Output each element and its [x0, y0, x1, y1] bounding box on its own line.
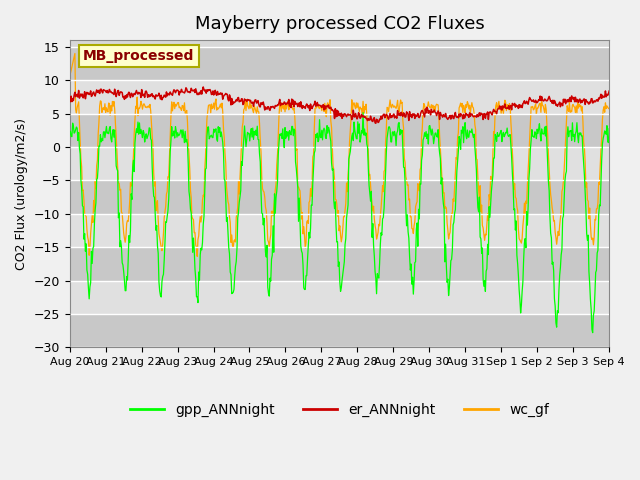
Bar: [70, 180, 609, 214]
Legend: gpp_ANNnight, er_ANNnight, wc_gf: gpp_ANNnight, er_ANNnight, wc_gf: [124, 397, 555, 423]
Bar: [70, 281, 609, 314]
Bar: [70, 47, 609, 80]
Text: MB_processed: MB_processed: [83, 49, 195, 63]
Bar: [70, 80, 609, 114]
Bar: [70, 114, 609, 147]
Y-axis label: CO2 Flux (urology/m2/s): CO2 Flux (urology/m2/s): [15, 118, 28, 270]
Bar: [70, 247, 609, 281]
Bar: [70, 214, 609, 247]
Bar: [70, 314, 609, 348]
Title: Mayberry processed CO2 Fluxes: Mayberry processed CO2 Fluxes: [195, 15, 484, 33]
Bar: [70, 147, 609, 180]
